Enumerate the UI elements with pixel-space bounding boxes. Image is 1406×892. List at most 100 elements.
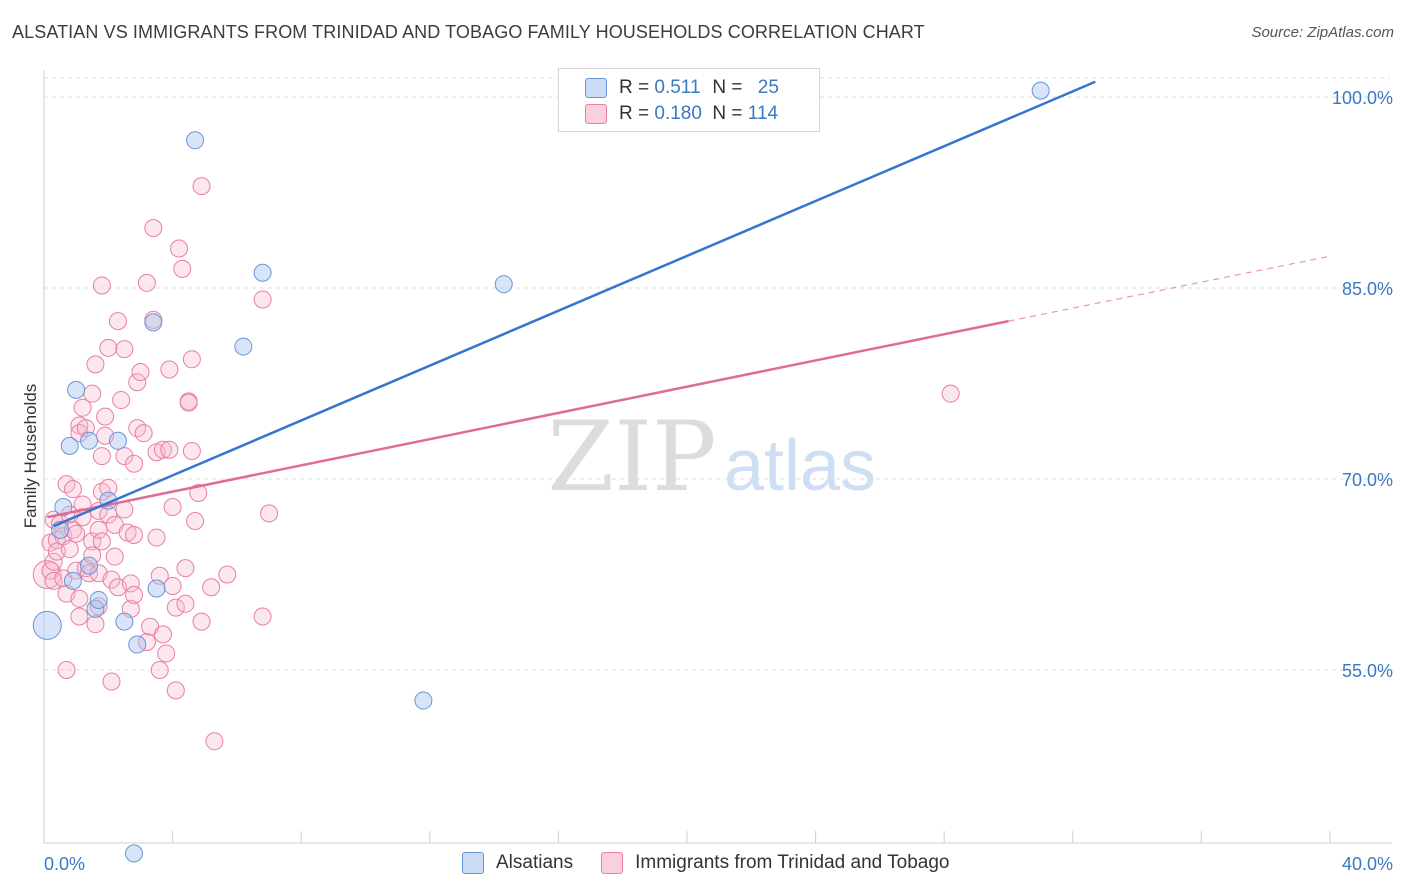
data-point-immigrants bbox=[73, 398, 92, 417]
data-point-immigrants bbox=[218, 565, 237, 584]
data-point-alsatians bbox=[89, 590, 108, 609]
data-point-immigrants bbox=[153, 440, 172, 459]
legend-swatch-blue bbox=[585, 78, 607, 98]
data-point-immigrants bbox=[128, 373, 147, 392]
data-point-immigrants bbox=[92, 276, 111, 295]
data-point-immigrants bbox=[176, 594, 195, 613]
legend-label-alsatians: Alsatians bbox=[496, 852, 574, 873]
data-point-alsatians bbox=[414, 691, 433, 710]
y-tick-label: 100.0% bbox=[1332, 88, 1393, 108]
data-point-immigrants bbox=[186, 512, 205, 531]
data-point-immigrants bbox=[44, 552, 63, 571]
data-point-immigrants bbox=[189, 484, 208, 503]
data-point-alsatians bbox=[67, 380, 86, 399]
data-point-immigrants bbox=[160, 360, 179, 379]
n-value-immigrants: 114 bbox=[747, 103, 779, 124]
data-point-immigrants bbox=[92, 532, 111, 551]
trend-line-alsatians bbox=[53, 80, 1096, 528]
data-point-immigrants bbox=[182, 441, 201, 460]
n-value-alsatians: 25 bbox=[757, 77, 779, 98]
data-point-immigrants bbox=[70, 607, 89, 626]
y-tick-label: 85.0% bbox=[1342, 279, 1393, 299]
trend-lines bbox=[46, 80, 1331, 528]
data-point-immigrants bbox=[102, 570, 121, 589]
data-point-alsatians bbox=[125, 844, 144, 863]
data-point-alsatians bbox=[54, 498, 73, 517]
source-label: Source: ZipAtlas.com bbox=[1251, 24, 1394, 41]
r-value-alsatians: 0.511 bbox=[654, 77, 701, 98]
data-point-alsatians bbox=[80, 431, 99, 450]
data-point-alsatians bbox=[80, 556, 99, 575]
data-point-immigrants bbox=[89, 520, 108, 539]
data-point-immigrants bbox=[86, 615, 105, 634]
data-point-immigrants bbox=[121, 574, 140, 593]
data-point-alsatians bbox=[115, 612, 134, 631]
data-point-alsatians bbox=[144, 313, 163, 332]
data-point-immigrants bbox=[150, 661, 169, 679]
data-point-alsatians bbox=[32, 610, 62, 640]
legend-swatch-pink bbox=[585, 104, 607, 124]
data-point-immigrants bbox=[83, 384, 102, 403]
data-point-alsatians bbox=[60, 436, 79, 455]
data-point-alsatians bbox=[494, 275, 513, 294]
data-point-immigrants bbox=[63, 480, 82, 499]
data-point-immigrants bbox=[92, 447, 111, 466]
r-value-immigrants: 0.180 bbox=[654, 103, 702, 124]
legend-row-immigrants: R = 0.180 N = 114 bbox=[585, 101, 778, 127]
legend-label-immigrants: Immigrants from Trinidad and Tobago bbox=[635, 852, 950, 873]
data-point-immigrants bbox=[83, 532, 102, 551]
data-point-alsatians bbox=[147, 579, 166, 598]
legend-swatch-blue bbox=[462, 852, 484, 874]
r-label: R = bbox=[619, 103, 650, 124]
data-point-immigrants bbox=[99, 478, 118, 497]
data-point-immigrants bbox=[163, 498, 182, 517]
data-point-immigrants bbox=[170, 239, 189, 258]
data-point-immigrants bbox=[108, 312, 127, 331]
data-point-immigrants bbox=[260, 504, 279, 523]
data-point-alsatians bbox=[234, 337, 253, 356]
r-label: R = bbox=[619, 77, 650, 98]
trend-line-immigrants-extension bbox=[1008, 255, 1331, 322]
x-tick-label: 40.0% bbox=[1342, 854, 1393, 874]
data-point-immigrants bbox=[115, 340, 134, 359]
data-point-immigrants bbox=[32, 560, 62, 589]
data-point-immigrants bbox=[144, 219, 163, 238]
data-point-immigrants bbox=[205, 732, 224, 751]
data-point-immigrants bbox=[179, 393, 198, 412]
axes bbox=[43, 70, 1392, 844]
x-tick-label: 0.0% bbox=[44, 854, 85, 874]
data-point-immigrants bbox=[134, 424, 153, 443]
legend-item-alsatians: Alsatians bbox=[462, 852, 573, 874]
watermark-zip: ZIP bbox=[547, 401, 716, 513]
data-point-immigrants bbox=[83, 546, 102, 565]
data-point-immigrants bbox=[80, 564, 99, 583]
data-point-immigrants bbox=[67, 524, 86, 543]
data-point-immigrants bbox=[176, 559, 195, 578]
data-point-immigrants bbox=[96, 407, 115, 426]
series-legend: Alsatians Immigrants from Trinidad and T… bbox=[462, 852, 977, 874]
data-point-immigrants bbox=[166, 598, 185, 617]
y-tick-label: 70.0% bbox=[1342, 470, 1393, 490]
grid-lines bbox=[44, 77, 1390, 671]
watermark: ZIP atlas bbox=[547, 401, 876, 513]
data-point-immigrants bbox=[137, 273, 156, 292]
data-point-immigrants bbox=[173, 259, 192, 278]
data-point-immigrants bbox=[125, 526, 144, 545]
data-point-immigrants bbox=[70, 589, 89, 608]
tick-labels: 55.0% 70.0% 85.0% 100.0% 0.0% 40.0% bbox=[44, 88, 1393, 874]
data-point-immigrants bbox=[157, 644, 176, 663]
data-point-immigrants bbox=[99, 505, 118, 524]
n-label: N = bbox=[712, 103, 743, 124]
data-point-alsatians bbox=[186, 131, 205, 150]
watermark-atlas: atlas bbox=[724, 426, 876, 506]
y-axis-label: Family Households bbox=[21, 384, 40, 529]
data-point-immigrants bbox=[163, 576, 182, 595]
data-point-immigrants bbox=[99, 338, 118, 357]
legend-item-immigrants: Immigrants from Trinidad and Tobago bbox=[601, 852, 949, 874]
series-immigrants-points bbox=[32, 177, 960, 751]
data-point-immigrants bbox=[147, 528, 166, 547]
data-point-immigrants bbox=[192, 177, 211, 196]
data-point-alsatians bbox=[1031, 81, 1050, 100]
data-point-immigrants bbox=[89, 597, 108, 616]
